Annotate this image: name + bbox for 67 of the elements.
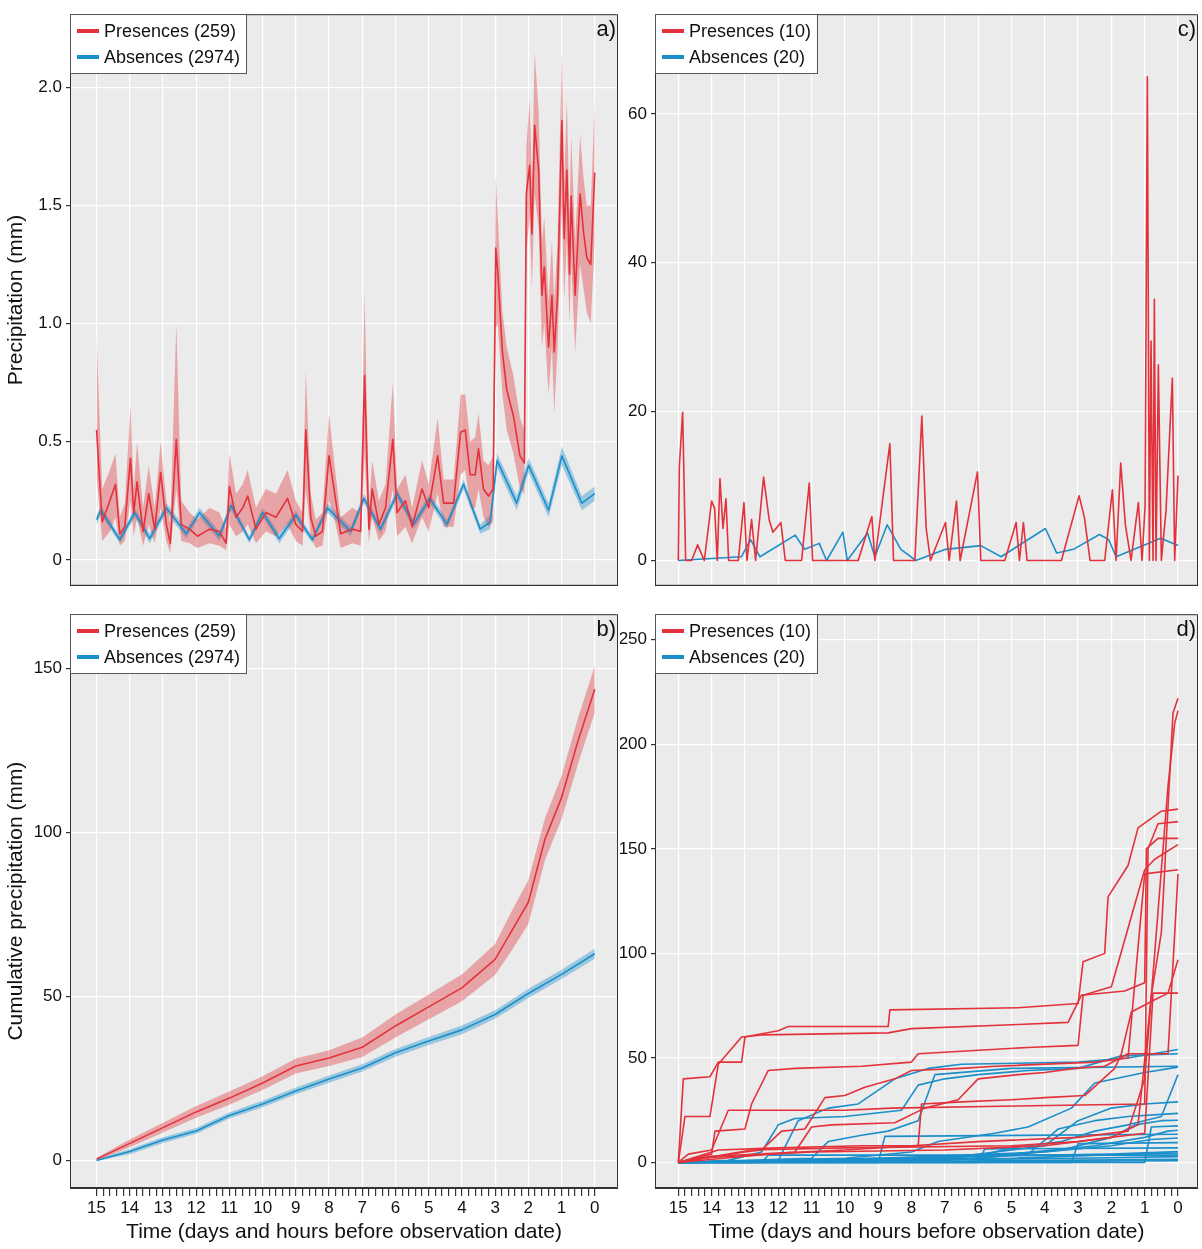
legend-label: Absences (20) <box>689 646 806 670</box>
x-tick-label: 1 <box>556 1197 567 1217</box>
x-tick-label: 8 <box>324 1197 334 1217</box>
legend-label: Absences (20) <box>689 46 806 70</box>
x-tick-label: 3 <box>490 1197 500 1217</box>
x-axis-title: Time (days and hours before observation date) <box>126 1219 562 1243</box>
y-tick-label: 2.0 <box>38 77 62 97</box>
x-tick-label: 14 <box>702 1197 722 1217</box>
x-axis-title: Time (days and hours before observation date) <box>708 1219 1145 1243</box>
y-tick-label: 1.5 <box>38 195 62 215</box>
x-tick-label: 11 <box>802 1197 821 1217</box>
y-tick-label: 50 <box>628 1047 647 1067</box>
annotation: a) <box>596 16 616 43</box>
y-tick-label: 250 <box>618 629 647 649</box>
legend-label: Presences (259) <box>104 620 237 644</box>
legend-label: Absences (2974) <box>104 46 241 70</box>
y-tick-label: 0 <box>637 1152 647 1172</box>
x-tick-label: 7 <box>940 1197 950 1217</box>
x-tick-label: 15 <box>87 1197 107 1217</box>
x-tick-label: 13 <box>153 1197 173 1217</box>
y-tick-label: 150 <box>618 838 647 858</box>
x-tick-label: 5 <box>423 1197 434 1217</box>
x-tick-label: 9 <box>291 1197 301 1217</box>
x-tick-label: 2 <box>1106 1197 1117 1217</box>
x-tick-label: 0 <box>1173 1197 1183 1217</box>
y-tick-label: 0 <box>637 550 647 570</box>
y-axis-title: Cumulative precipitation (mm) <box>3 761 27 1041</box>
y-tick-label: 0 <box>52 549 62 569</box>
y-axis-title: Precipitation (mm) <box>3 214 27 386</box>
legend-label: Presences (10) <box>689 620 812 644</box>
y-tick-label: 0.5 <box>38 431 62 451</box>
x-tick-label: 8 <box>906 1197 917 1217</box>
y-tick-label: 40 <box>628 252 647 272</box>
x-tick-label: 0 <box>590 1197 600 1217</box>
y-tick-label: 100 <box>618 943 647 963</box>
x-tick-label: 5 <box>1006 1197 1017 1217</box>
x-tick-label: 6 <box>973 1197 983 1217</box>
y-tick-label: 1.0 <box>38 313 62 333</box>
y-tick-label: 20 <box>628 401 647 421</box>
annotation: b) <box>596 616 616 643</box>
x-tick-label: 14 <box>120 1197 140 1217</box>
x-tick-label: 6 <box>390 1197 401 1217</box>
annotation: d) <box>1176 616 1196 643</box>
legend-label: Absences (2974) <box>104 646 241 670</box>
x-tick-label: 3 <box>1073 1197 1083 1217</box>
x-tick-label: 13 <box>735 1197 755 1217</box>
x-tick-label: 4 <box>1040 1197 1050 1217</box>
x-tick-label: 11 <box>220 1197 239 1217</box>
y-tick-label: 100 <box>33 822 62 842</box>
x-tick-label: 1 <box>1139 1197 1150 1217</box>
y-tick-label: 50 <box>43 986 62 1006</box>
x-tick-label: 12 <box>768 1197 788 1217</box>
legend-label: Presences (10) <box>689 20 812 44</box>
x-tick-label: 4 <box>457 1197 467 1217</box>
y-tick-label: 0 <box>52 1150 62 1170</box>
x-tick-label: 10 <box>835 1197 855 1217</box>
x-tick-label: 10 <box>253 1197 273 1217</box>
x-tick-label: 12 <box>186 1197 206 1217</box>
x-tick-label: 7 <box>357 1197 367 1217</box>
x-tick-label: 15 <box>668 1197 688 1217</box>
x-tick-label: 2 <box>523 1197 534 1217</box>
y-tick-label: 200 <box>618 733 647 753</box>
legend-label: Presences (259) <box>104 20 237 44</box>
annotation: c) <box>1177 16 1196 43</box>
x-tick-label: 9 <box>873 1197 883 1217</box>
y-tick-label: 150 <box>33 658 62 678</box>
y-tick-label: 60 <box>628 103 647 123</box>
